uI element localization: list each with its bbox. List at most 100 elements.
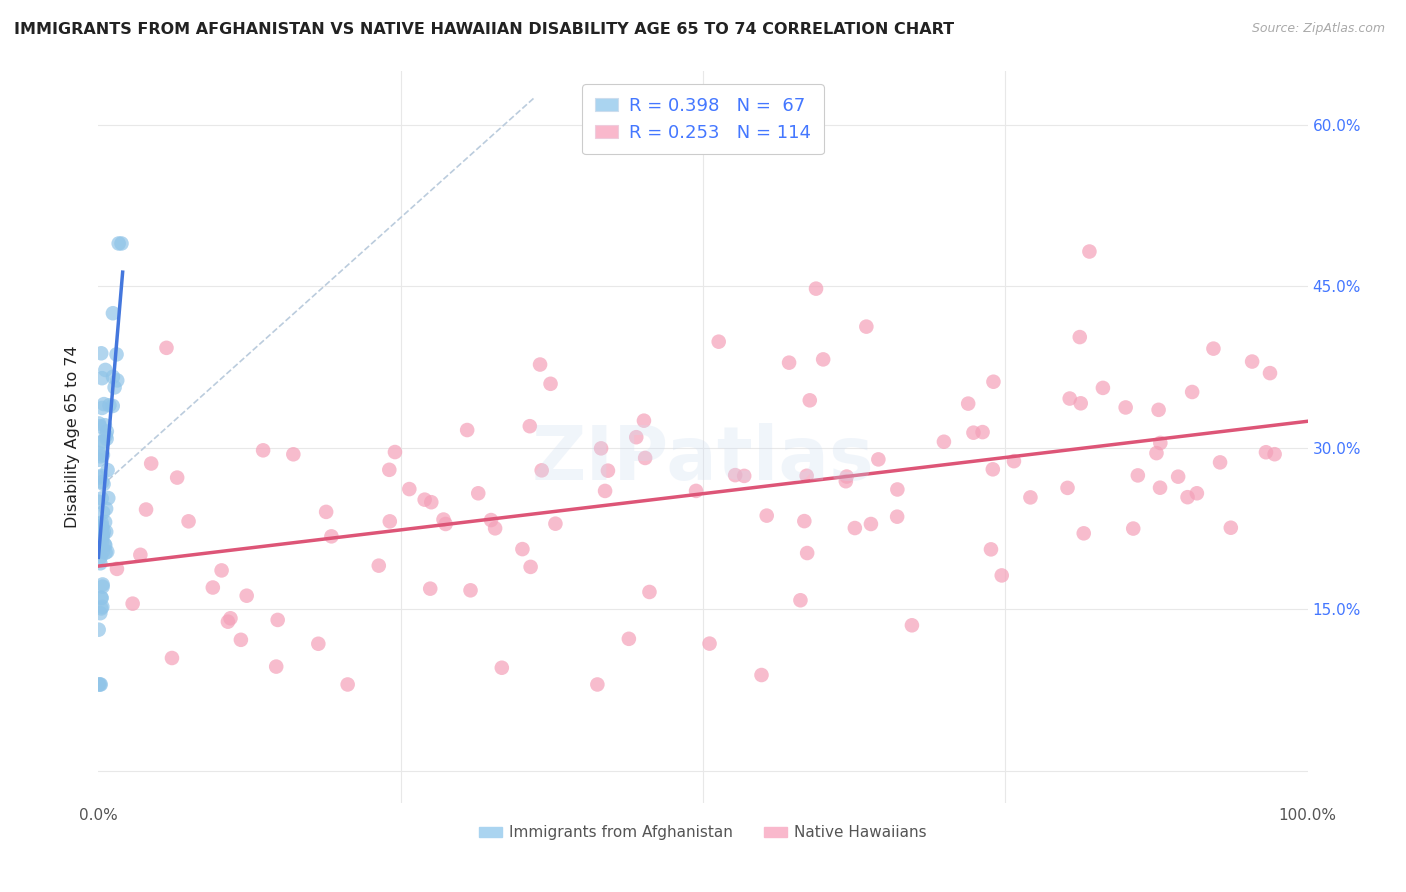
- Point: [804, 282, 827, 296]
- Point: [264, 659, 287, 673]
- Point: [591, 442, 613, 456]
- Point: [336, 677, 359, 691]
- Point: [315, 505, 337, 519]
- Point: [432, 512, 454, 526]
- Point: [419, 582, 441, 596]
- Point: [94, 501, 117, 516]
- Point: [219, 611, 242, 625]
- Point: [1073, 526, 1095, 541]
- Point: [868, 452, 890, 467]
- Point: [90, 534, 112, 549]
- Point: [1219, 521, 1241, 535]
- Point: [1177, 490, 1199, 504]
- Point: [835, 474, 858, 488]
- Point: [886, 509, 908, 524]
- Point: [105, 562, 128, 576]
- Point: [87, 452, 110, 467]
- Point: [104, 380, 127, 394]
- Point: [384, 445, 406, 459]
- Point: [91, 519, 114, 533]
- Point: [529, 358, 551, 372]
- Point: [229, 632, 252, 647]
- Point: [201, 581, 224, 595]
- Point: [90, 601, 112, 615]
- Point: [1091, 381, 1114, 395]
- Point: [90, 524, 112, 539]
- Point: [1258, 366, 1281, 380]
- Point: [378, 463, 401, 477]
- Point: [91, 505, 114, 519]
- Point: [434, 516, 457, 531]
- Point: [1115, 401, 1137, 415]
- Point: [1264, 447, 1286, 461]
- Point: [89, 419, 111, 434]
- Point: [90, 677, 112, 691]
- Point: [699, 637, 721, 651]
- Legend: Immigrants from Afghanistan, Native Hawaiians: Immigrants from Afghanistan, Native Hawa…: [472, 819, 934, 847]
- Point: [91, 545, 114, 559]
- Point: [778, 356, 800, 370]
- Point: [886, 483, 908, 497]
- Point: [91, 371, 114, 385]
- Point: [596, 464, 619, 478]
- Point: [97, 463, 120, 477]
- Point: [98, 398, 121, 412]
- Point: [94, 428, 117, 442]
- Point: [89, 520, 111, 534]
- Point: [1146, 446, 1168, 460]
- Point: [638, 585, 661, 599]
- Point: [101, 306, 124, 320]
- Point: [93, 524, 115, 539]
- Point: [90, 346, 112, 360]
- Point: [141, 457, 163, 471]
- Point: [544, 516, 567, 531]
- Point: [166, 470, 188, 484]
- Point: [90, 591, 112, 605]
- Point: [479, 513, 502, 527]
- Point: [91, 529, 114, 543]
- Point: [1078, 244, 1101, 259]
- Point: [1181, 384, 1204, 399]
- Point: [413, 492, 436, 507]
- Point: [586, 677, 609, 691]
- Point: [94, 515, 117, 529]
- Point: [97, 491, 120, 505]
- Point: [89, 677, 111, 691]
- Point: [91, 401, 114, 415]
- Point: [634, 450, 657, 465]
- Point: [91, 448, 114, 462]
- Point: [626, 430, 648, 444]
- Point: [283, 447, 305, 461]
- Point: [87, 516, 110, 531]
- Point: [87, 417, 110, 431]
- Point: [91, 599, 114, 614]
- Point: [96, 544, 118, 558]
- Point: [91, 580, 114, 594]
- Point: [90, 469, 112, 483]
- Point: [93, 477, 115, 491]
- Point: [89, 520, 111, 534]
- Point: [321, 529, 343, 543]
- Point: [89, 535, 111, 549]
- Point: [859, 516, 882, 531]
- Point: [267, 613, 290, 627]
- Point: [789, 593, 811, 607]
- Point: [121, 597, 143, 611]
- Point: [1019, 491, 1042, 505]
- Point: [491, 661, 513, 675]
- Point: [793, 514, 815, 528]
- Point: [90, 435, 112, 450]
- Point: [707, 334, 730, 349]
- Point: [799, 393, 821, 408]
- Point: [87, 677, 110, 691]
- Point: [1069, 330, 1091, 344]
- Point: [96, 524, 118, 539]
- Point: [1149, 481, 1171, 495]
- Point: [160, 651, 183, 665]
- Point: [990, 568, 1012, 582]
- Point: [932, 434, 955, 449]
- Point: [1202, 342, 1225, 356]
- Point: [101, 399, 124, 413]
- Point: [962, 425, 984, 440]
- Point: [91, 434, 114, 449]
